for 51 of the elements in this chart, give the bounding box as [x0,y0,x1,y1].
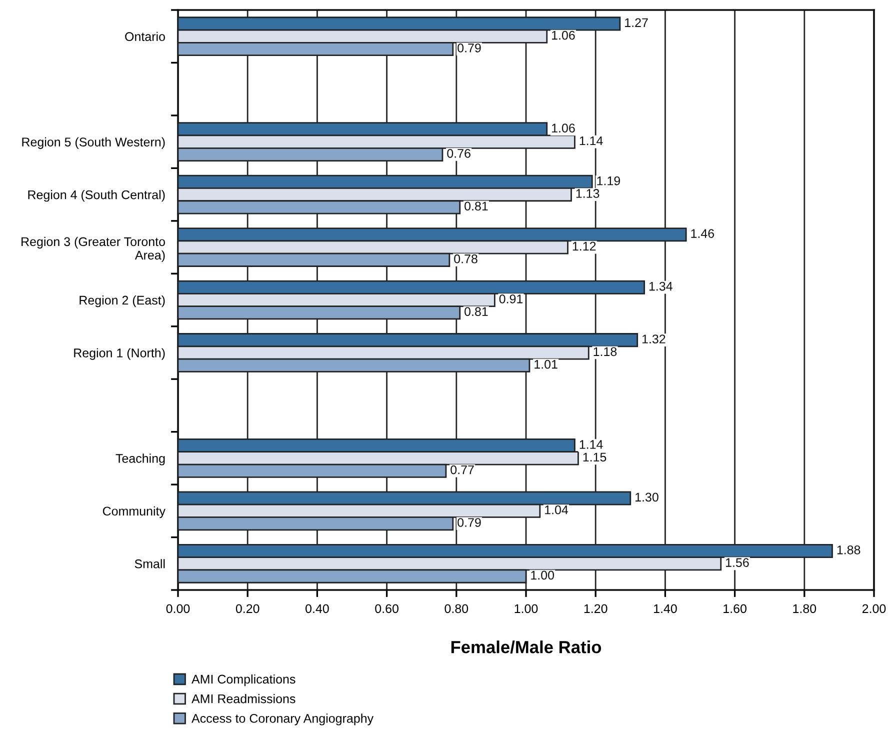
data-label: 1.30 [636,492,658,502]
data-label: 1.13 [576,189,600,198]
data-label: 0.81 [464,307,488,316]
y-tick-label: Region 2 (East) [80,295,165,308]
y-tick-label: Small [134,559,165,568]
data-label: 0.81 [464,202,488,211]
x-tick-label: 2.00 [862,604,886,614]
data-label: 1.18 [594,347,617,356]
x-tick-label: 1.60 [724,604,746,614]
y-tick-label: Region 5 (South Western) [22,137,165,149]
data-label: 1.15 [583,452,606,462]
x-tick-label: 0.20 [236,604,260,614]
y-tick-label: Community [102,506,166,518]
data-label: 1.00 [531,570,554,580]
x-tick-label: 1.40 [654,604,677,614]
data-label: 1.12 [572,242,596,251]
x-tick-label: 1.00 [514,604,538,614]
data-label: 0.78 [454,254,478,264]
data-label: 1.27 [625,18,648,27]
data-label: 1.88 [837,545,860,554]
legend-label: Access to Coronary Angiography [192,714,374,726]
legend-label: AMI Complications [192,674,296,686]
x-tick-label: 0.80 [444,604,468,614]
y-tick-label: Region 4 (South Central) [28,190,165,202]
data-label: 1.06 [552,124,575,133]
x-tick-label: 0.00 [166,604,190,614]
data-label: 0.79 [458,518,481,527]
x-tick-label: 1.20 [584,604,608,614]
data-label: 1.14 [580,136,603,146]
data-label: 1.32 [642,334,666,344]
data-label: 1.56 [726,558,749,567]
legend-label: AMI Readmissions [192,694,296,704]
y-tick-label: Region 3 (Greater Toronto Area) [22,236,165,262]
data-label: 1.19 [597,176,620,186]
data-label: 1.01 [534,360,558,369]
data-label: 0.91 [499,294,523,304]
x-axis-title: Female/Male Ratio [451,640,602,654]
data-label: 1.04 [545,505,568,514]
data-label: 0.77 [450,465,474,474]
x-tick-label: 1.80 [793,604,816,614]
data-label: 1.14 [580,440,603,449]
data-label: 0.76 [447,148,470,158]
data-label: 1.06 [552,30,575,40]
data-label: 1.34 [649,282,672,291]
data-label: 0.79 [458,44,481,52]
y-tick-label: Ontario [125,32,165,42]
x-tick-label: 0.60 [375,604,398,614]
y-tick-label: Teaching [116,454,165,466]
x-tick-label: 0.40 [306,604,329,614]
data-label: 1.46 [691,229,714,238]
y-tick-label: Region 1 (North) [74,348,165,360]
